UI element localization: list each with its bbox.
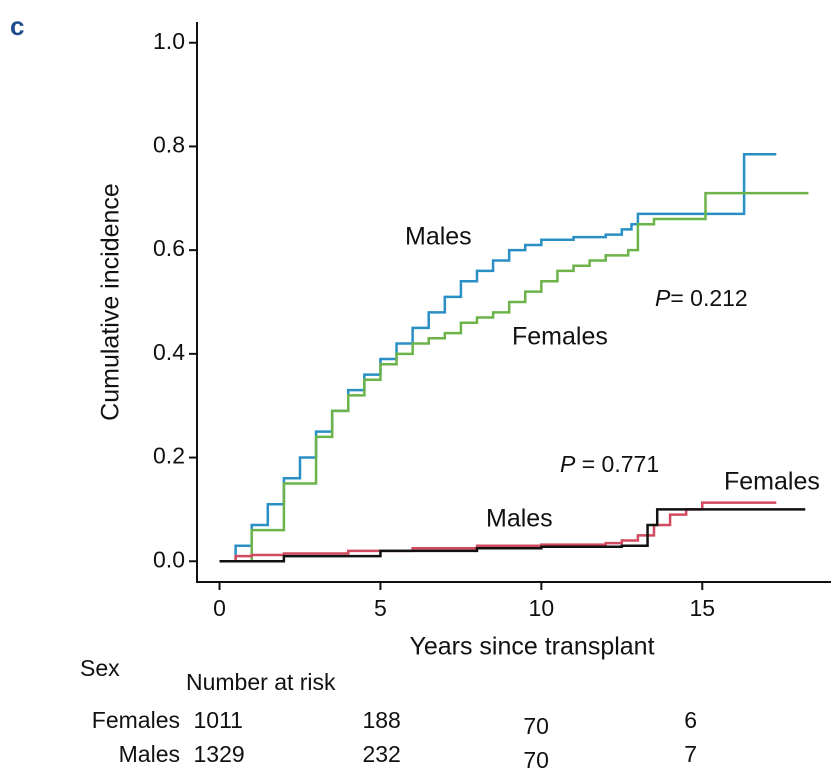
curve [219,501,777,563]
annotation-italic: P [560,451,576,477]
y-tick-label: 1.0 [153,28,185,54]
risk-value: 1011 [194,707,243,733]
y-tick-label: 0.4 [153,339,185,365]
axis-line [196,22,831,583]
series-label: Males [486,505,553,533]
annotation-text: = 0.771 [575,451,659,477]
risk-header: Number at risk [186,669,336,695]
x-tick-label: 0 [213,595,226,621]
risk-sex-header: Sex [80,655,120,681]
series-label: Females [512,323,608,351]
y-tick-label: 0.6 [153,235,185,261]
risk-value: 1329 [194,741,245,767]
risk-row-label: Males [119,741,180,767]
x-tick-label: 5 [374,595,387,621]
y-tick-label: 0.8 [153,132,185,158]
risk-value: 7 [684,741,697,767]
panel-label: c [10,11,24,41]
risk-value: 70 [523,747,549,768]
y-tick-label: 0.2 [153,443,185,469]
series-label: Females [724,468,820,496]
x-axis-label: Years since transplant [409,633,654,661]
x-tick-label: 15 [689,595,715,621]
curve [219,152,777,563]
annotation: P= 0.212 [655,285,748,311]
annotation-text: = 0.212 [670,285,747,311]
curve [219,508,806,563]
y-tick-label: 0.0 [153,546,185,572]
risk-value: 70 [523,713,549,739]
y-axis-label: Cumulative incidence [97,183,125,421]
risk-row-label: Females [92,707,180,733]
annotation: P = 0.771 [560,451,659,477]
annotation-italic: P [655,285,671,311]
series-label: Males [405,223,472,251]
risk-value: 6 [684,707,697,733]
risk-value: 232 [362,741,400,767]
curve [219,191,809,563]
risk-value: 188 [362,707,400,733]
x-tick-label: 10 [529,595,555,621]
